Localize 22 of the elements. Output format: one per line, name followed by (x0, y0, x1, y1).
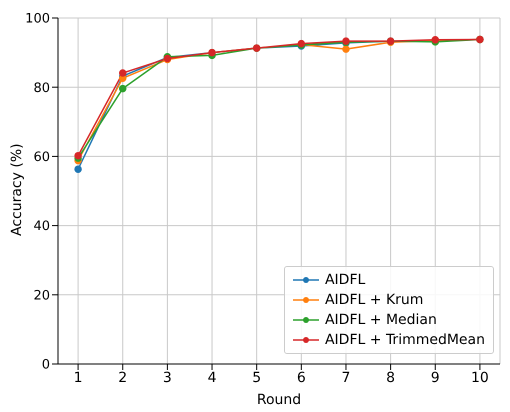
legend-label: AIDFL + Krum (324, 291, 424, 310)
legend-label: AIDFL + TrimmedMean (324, 331, 485, 350)
y-axis-title: Accuracy (%) (8, 143, 25, 236)
y-tick-label: 40 (33, 219, 50, 234)
x-tick-label: 5 (252, 370, 262, 386)
y-tick-label: 100 (25, 12, 50, 27)
y-tick-label: 0 (42, 358, 50, 373)
x-tick-label: 2 (118, 370, 128, 386)
legend-label: AIDFL (324, 271, 366, 290)
x-axis-title: Round (256, 392, 302, 408)
y-tick-label: 80 (33, 80, 50, 96)
legend-label: AIDFL + Median (324, 311, 437, 330)
x-tick-label: 1 (74, 370, 83, 386)
y-tick-label: 20 (33, 288, 50, 304)
x-tick-label: 4 (208, 370, 217, 386)
x-tick-label: 8 (386, 370, 396, 386)
x-tick-label: 3 (162, 370, 172, 386)
x-tick-label: 10 (470, 370, 489, 386)
y-tick-label: 60 (33, 150, 50, 166)
x-tick-label: 9 (430, 370, 440, 386)
x-tick-label: 7 (342, 370, 350, 386)
x-tick-label: 6 (296, 370, 306, 386)
